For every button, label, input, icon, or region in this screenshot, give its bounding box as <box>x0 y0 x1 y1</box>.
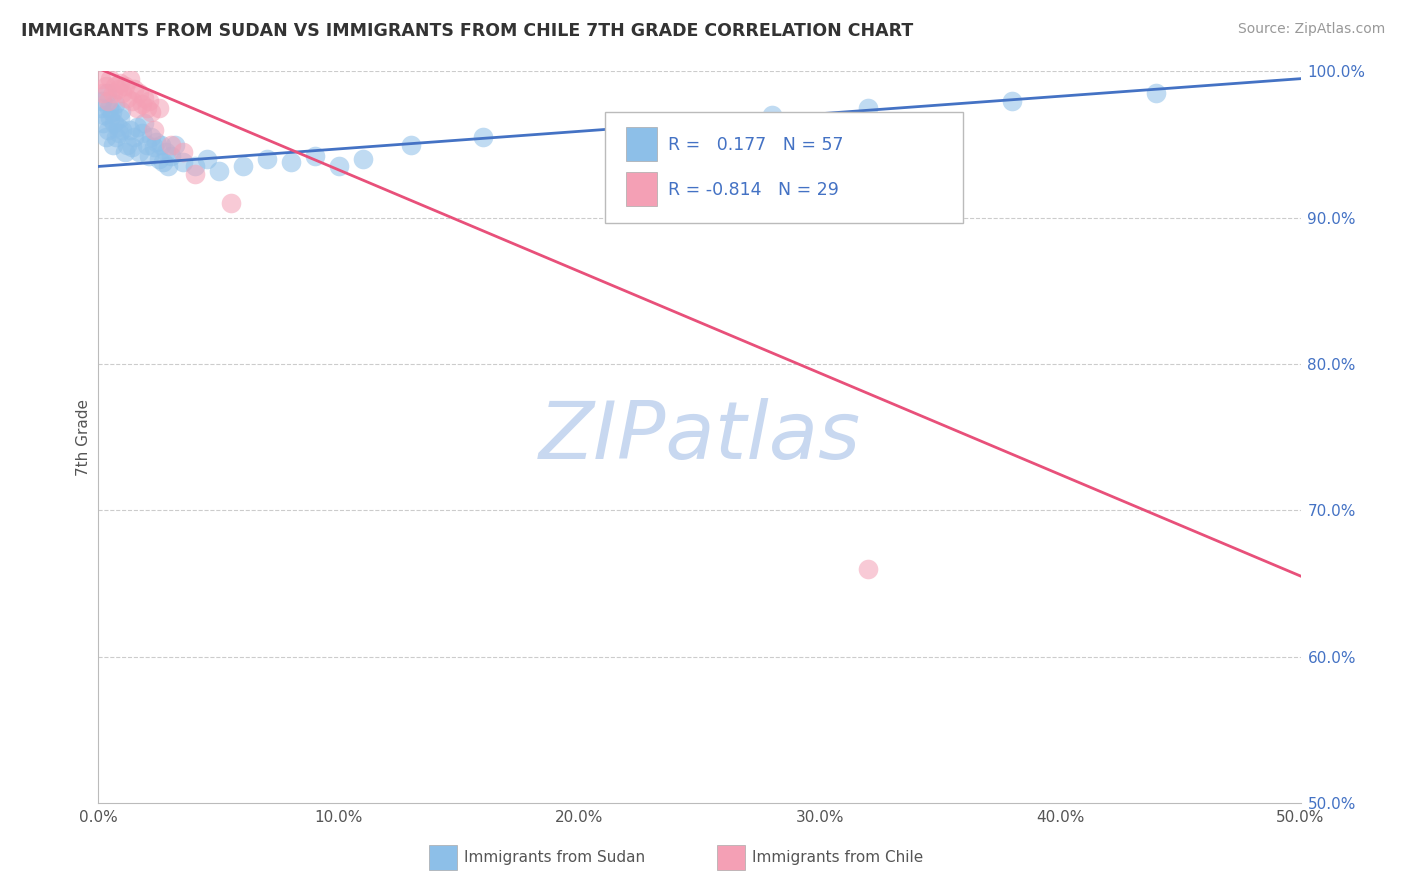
Point <box>108 76 131 90</box>
Point <box>183 160 205 174</box>
Point <box>132 91 155 105</box>
Point <box>149 137 172 152</box>
Point <box>131 126 153 140</box>
Point <box>138 149 160 163</box>
Point <box>108 126 131 140</box>
Text: IMMIGRANTS FROM SUDAN VS IMMIGRANTS FROM CHILE 7TH GRADE CORRELATION CHART: IMMIGRANTS FROM SUDAN VS IMMIGRANTS FROM… <box>21 22 914 40</box>
Point <box>148 101 170 115</box>
Point <box>114 78 136 93</box>
Point <box>110 103 132 118</box>
Point <box>856 562 879 576</box>
Text: Immigrants from Sudan: Immigrants from Sudan <box>464 850 645 864</box>
Point <box>152 155 174 169</box>
Point <box>352 152 374 166</box>
Point <box>165 137 187 152</box>
Point <box>125 120 148 134</box>
Point <box>141 105 163 120</box>
Point <box>142 140 165 154</box>
Point <box>159 149 181 163</box>
Point <box>91 115 114 129</box>
Point <box>142 123 165 137</box>
Point <box>616 123 638 137</box>
Point <box>141 130 163 145</box>
Text: Source: ZipAtlas.com: Source: ZipAtlas.com <box>1237 22 1385 37</box>
Point <box>124 82 146 96</box>
Point <box>208 164 231 178</box>
Text: ZIPatlas: ZIPatlas <box>538 398 860 476</box>
Point <box>256 152 278 166</box>
Point <box>155 145 177 159</box>
Point <box>101 87 124 101</box>
Text: R = -0.814   N = 29: R = -0.814 N = 29 <box>668 181 839 199</box>
Point <box>103 115 125 129</box>
Point <box>172 145 194 159</box>
Point <box>97 123 120 137</box>
Point <box>94 130 117 145</box>
Text: R =   0.177   N = 57: R = 0.177 N = 57 <box>668 136 844 153</box>
Point <box>90 101 112 115</box>
Point <box>94 78 117 93</box>
Point <box>100 105 122 120</box>
Point <box>124 130 146 145</box>
Point <box>219 196 242 211</box>
Point <box>107 82 129 96</box>
Point <box>232 160 254 174</box>
Point <box>121 140 143 154</box>
Point <box>183 167 205 181</box>
Point <box>1144 87 1167 101</box>
Point <box>148 152 170 166</box>
Point <box>100 71 122 86</box>
Point <box>172 155 194 169</box>
Point <box>1001 94 1024 108</box>
Point <box>97 94 120 108</box>
Point <box>121 94 143 108</box>
Point <box>91 87 114 101</box>
Point <box>117 137 139 152</box>
Point <box>118 123 141 137</box>
Point <box>157 160 180 174</box>
Point <box>100 111 122 125</box>
Point <box>114 145 136 159</box>
Point <box>118 71 141 86</box>
Point <box>761 108 783 122</box>
Point <box>125 101 148 115</box>
Point <box>105 130 128 145</box>
Point <box>472 130 495 145</box>
Y-axis label: 7th Grade: 7th Grade <box>76 399 91 475</box>
Point <box>111 123 134 137</box>
Point <box>131 96 153 111</box>
Point <box>135 137 157 152</box>
Text: Immigrants from Chile: Immigrants from Chile <box>752 850 924 864</box>
Point <box>195 152 218 166</box>
Point <box>104 78 127 93</box>
Point <box>90 71 112 86</box>
Point <box>96 87 118 101</box>
Point <box>138 94 160 108</box>
Point <box>159 137 181 152</box>
Point <box>128 145 150 159</box>
Point <box>328 160 350 174</box>
Point <box>135 101 157 115</box>
Point <box>108 111 131 125</box>
Point <box>91 94 114 108</box>
Point <box>856 101 879 115</box>
Point <box>304 149 326 163</box>
Point <box>93 108 115 122</box>
Point <box>280 155 302 169</box>
Point <box>111 87 134 101</box>
Point <box>128 87 150 101</box>
Point <box>98 101 121 115</box>
Point <box>101 137 124 152</box>
Point <box>104 96 127 111</box>
Point <box>399 137 422 152</box>
Point <box>132 115 155 129</box>
Point <box>145 135 167 149</box>
Point <box>117 91 139 105</box>
Point <box>107 120 129 134</box>
